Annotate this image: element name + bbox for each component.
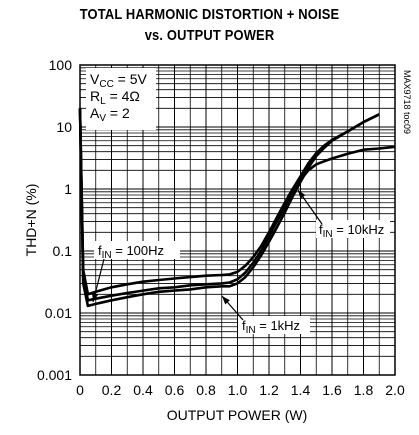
annotation-box-2 — [238, 316, 310, 334]
x-tick-label: 0.4 — [133, 382, 153, 398]
condition-3: AV = 2 — [90, 105, 130, 124]
y-tick-label: 0.01 — [45, 305, 72, 321]
y-tick-labels: 100 10 1 0.1 0.01 0.001 — [37, 57, 72, 383]
series-label-1: fIN = 100Hz — [98, 243, 164, 261]
y-tick-label: 0.1 — [53, 243, 73, 259]
watermark: MAX9718 toc09 — [402, 70, 412, 134]
x-tick-label: 1.6 — [322, 382, 342, 398]
x-tick-label: 1.4 — [291, 382, 311, 398]
series-line-2 — [78, 108, 380, 308]
series-label-3: fIN = 10kHz — [319, 222, 384, 240]
annotation-arrowhead-1 — [92, 293, 99, 302]
series-line-1 — [78, 108, 380, 296]
condition-1: VCC = 5V — [90, 71, 148, 90]
chart-title-line2: vs. OUTPUT POWER — [144, 27, 275, 44]
series-label-2: fIN = 1kHz — [242, 318, 300, 336]
x-tick-label: 1.2 — [259, 382, 279, 398]
series-layer — [78, 108, 396, 308]
x-axis-label: OUTPUT POWER (W) — [167, 407, 308, 423]
x-tick-label: 0.6 — [165, 382, 185, 398]
annotation-box-3 — [316, 220, 390, 238]
annotation-arrowhead-2 — [222, 296, 230, 305]
annotation-arrowhead-3 — [298, 190, 306, 199]
x-tick-labels: 0 0.2 0.4 0.6 0.8 1.0 1.2 1.4 1.6 1.8 2.0 — [76, 382, 405, 398]
x-tick-label: 1.0 — [228, 382, 248, 398]
x-tick-label: 0 — [76, 382, 84, 398]
annotation-box-1 — [94, 241, 180, 259]
y-axis-label: THD+N (%) — [23, 184, 39, 257]
x-tick-label: 2.0 — [385, 382, 405, 398]
y-tick-label: 100 — [49, 57, 73, 73]
condition-2: RL = 4Ω — [90, 88, 140, 107]
series-annotations: fIN = 100Hz fIN = 1kHz fIN = 10kHz — [92, 189, 390, 336]
x-tick-label: 0.8 — [196, 382, 216, 398]
series-line-3 — [78, 108, 396, 302]
y-tick-label: 10 — [56, 119, 72, 135]
x-tick-label: 0.2 — [102, 382, 122, 398]
x-tick-label: 1.8 — [354, 382, 374, 398]
y-tick-label: 0.001 — [37, 367, 72, 383]
plot-frame — [79, 64, 396, 376]
conditions-box — [86, 68, 156, 130]
y-tick-label: 1 — [64, 181, 72, 197]
chart-title-line1: TOTAL HARMONIC DISTORTION + NOISE — [79, 6, 340, 23]
